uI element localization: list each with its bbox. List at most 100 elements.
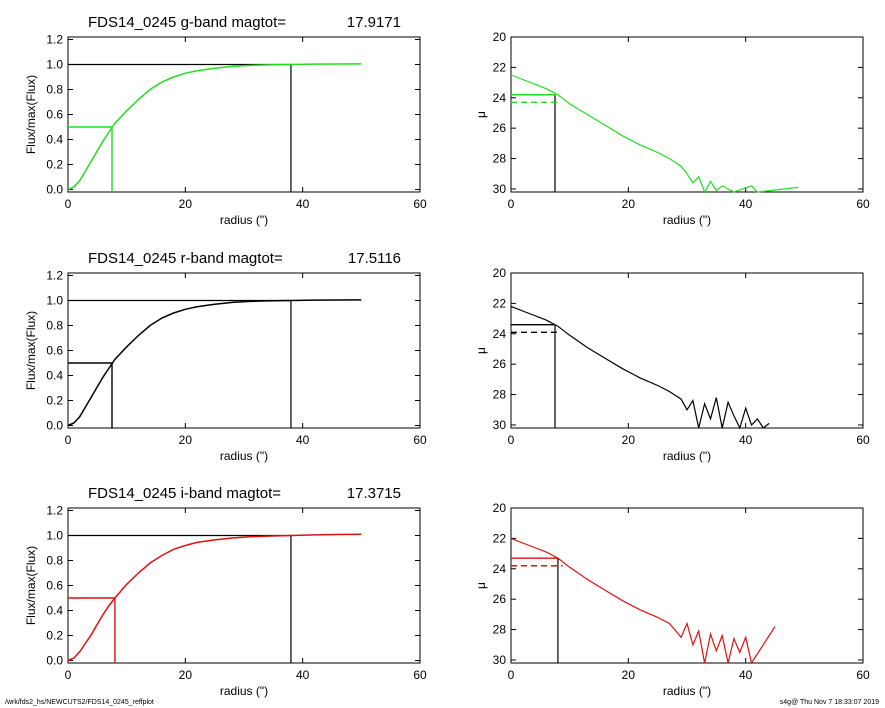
y-tick-label: 20 [493,501,507,515]
panel-title-value: 17.5116 [348,250,401,267]
y-axis-label: Flux/max(Flux) [24,75,38,154]
x-axis-label: radius (") [663,449,711,463]
y-tick-label: 0.0 [46,183,63,197]
y-tick-label: 26 [493,592,507,606]
y-tick-label: 0.0 [46,419,63,433]
y-tick-label: 22 [493,296,507,310]
y-tick-label: 28 [493,388,507,402]
total-radius-marker [68,299,292,428]
plot-frame [510,507,864,664]
footer-timestamp: s4g@ Thu Nov 7 18:33:07 2019 [779,699,879,706]
x-tick-label: 60 [856,668,870,682]
x-tick-label: 60 [856,197,870,211]
y-tick-label: 24 [493,91,507,105]
x-tick-label: 60 [413,433,427,447]
y-tick-label: 28 [493,623,507,637]
x-tick-label: 60 [413,197,427,211]
panel-title-value: 17.3715 [347,485,401,502]
chart-panel-2: 0 20 40 60 20 22 24 26 28 30 radius (") μ [474,30,870,227]
y-tick-label: 24 [493,562,507,576]
y-tick-label: 1.2 [46,33,63,47]
x-tick-label: 60 [856,433,870,447]
y-axis-label: Flux/max(Flux) [24,311,38,390]
y-tick-label: 22 [493,60,507,74]
x-tick-label: 60 [413,668,427,682]
plot-frame [67,272,421,429]
x-tick-label: 40 [296,197,310,211]
x-tick-label: 40 [739,668,753,682]
x-tick-label: 20 [622,197,636,211]
x-axis-label: radius (") [663,213,711,227]
chart-panel-1: 0 20 40 60 0.0 0.2 0.4 0.6 0.8 1.0 1.2 radius (") Fl… [24,14,427,227]
x-tick-label: 40 [739,433,753,447]
y-tick-label: 0.6 [46,108,63,122]
y-axis-label: Flux/max(Flux) [24,546,38,625]
growth-curve-line [67,533,362,662]
y-tick-label: 1.0 [46,58,63,72]
growth-curve-line [67,299,362,427]
plot-frame [510,272,864,429]
y-tick-label: 1.2 [46,269,63,283]
y-tick-label: 0.2 [46,629,63,643]
y-tick-label: 26 [493,357,507,371]
plot-frame [67,507,421,664]
panel-title: FDS14_0245 g-band magtot= [88,14,286,31]
surface-brightness-line [510,305,770,430]
x-tick-label: 0 [508,668,515,682]
x-tick-label: 20 [622,668,636,682]
y-tick-label: 1.0 [46,294,63,308]
y-tick-label: 24 [493,327,507,341]
y-tick-label: 0.8 [46,83,63,97]
y-tick-label: 30 [493,182,507,196]
y-tick-label: 22 [493,531,507,545]
x-tick-label: 0 [65,197,72,211]
y-tick-label: 20 [493,266,507,280]
x-tick-label: 20 [179,197,193,211]
y-tick-label: 20 [493,30,507,44]
y-tick-label: 0.6 [46,344,63,358]
y-tick-label: 0.8 [46,319,63,333]
x-axis-label: radius (") [220,449,268,463]
y-tick-label: 1.2 [46,504,63,518]
x-tick-label: 40 [296,668,310,682]
y-tick-label: 0.4 [46,604,63,618]
x-tick-label: 0 [508,433,515,447]
y-tick-label: 0.8 [46,554,63,568]
y-tick-label: 0.4 [46,369,63,383]
y-tick-label: 0.2 [46,394,63,408]
x-axis-label: radius (") [663,684,711,698]
y-axis-label: μ [474,582,488,589]
y-axis-label: μ [474,347,488,354]
x-axis-label: radius (") [220,684,268,698]
x-tick-label: 0 [65,668,72,682]
y-tick-label: 0.6 [46,579,63,593]
x-tick-label: 20 [179,668,193,682]
x-tick-label: 40 [296,433,310,447]
y-tick-label: 0.2 [46,158,63,172]
y-tick-label: 0.4 [46,133,63,147]
x-tick-label: 20 [179,433,193,447]
y-tick-label: 30 [493,418,507,432]
surface-brightness-line [510,537,776,665]
chart-panel-5: 0 20 40 60 0.0 0.2 0.4 0.6 0.8 1.0 1.2 radius (") Fl… [24,485,427,698]
total-radius-marker [68,63,292,192]
plot-frame [67,36,421,193]
total-radius-marker [68,534,292,663]
x-tick-label: 40 [739,197,753,211]
y-tick-label: 1.0 [46,529,63,543]
x-tick-label: 0 [65,433,72,447]
x-tick-label: 0 [508,197,515,211]
surface-brightness-line [510,74,799,194]
footer-file-path: /wrk/fds2_hs/NEWCUTS2/FDS14_0245_reffplo… [5,699,154,706]
y-tick-label: 0.0 [46,654,63,668]
y-tick-label: 26 [493,121,507,135]
y-tick-label: 30 [493,653,507,667]
chart-panel-6: 0 20 40 60 20 22 24 26 28 30 radius (") μ [474,501,870,698]
growth-curve-line [67,63,362,191]
x-axis-label: radius (") [220,213,268,227]
panel-title-value: 17.9171 [347,14,401,31]
plot-frame [510,36,864,193]
x-tick-label: 20 [622,433,636,447]
chart-panel-4: 0 20 40 60 20 22 24 26 28 30 radius (") μ [474,266,870,463]
